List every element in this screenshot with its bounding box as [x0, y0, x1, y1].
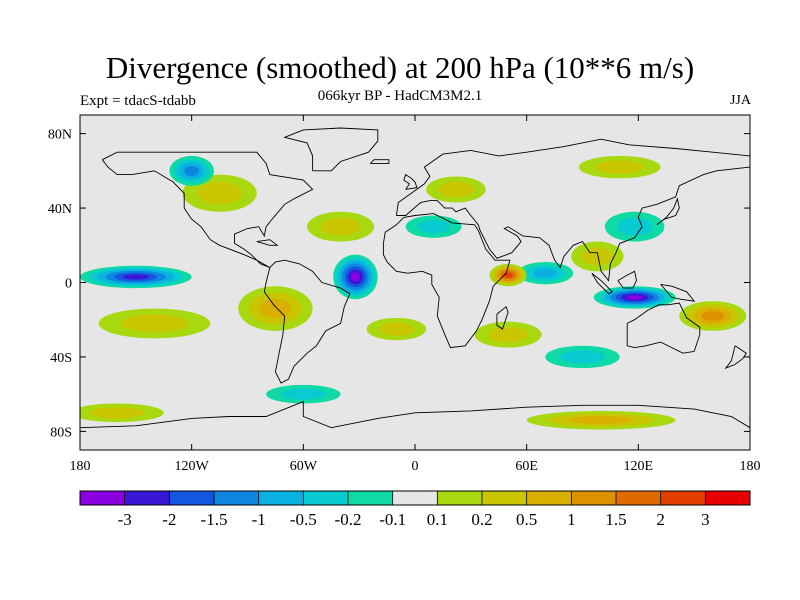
- colorbar-label: 3: [701, 510, 710, 529]
- y-axis: 80N 40N 0 40S 80S: [48, 128, 750, 440]
- colorbar-swatch: [169, 491, 215, 505]
- chart-subtitle: 066kyr BP - HadCM3M2.1: [317, 88, 483, 104]
- coastline-eurasia: [395, 138, 750, 282]
- coastline-japan: [656, 197, 680, 226]
- divergence-field: [80, 155, 747, 430]
- x-tick-label: 180: [740, 459, 761, 474]
- field-negative-atlantic-level-0: [350, 272, 360, 282]
- colorbar-frame: [79, 490, 751, 506]
- colorbar-label: -2: [162, 510, 176, 529]
- colorbar-swatch: [705, 491, 751, 505]
- colorbar-swatch: [571, 491, 617, 505]
- field-negative-pacific-east-level-1: [122, 274, 149, 280]
- coastline-borneo: [617, 270, 637, 289]
- coastline-new-guinea: [660, 283, 696, 302]
- field-positive-south-atlantic-level-9: [378, 322, 415, 336]
- coastline-uk: [403, 173, 418, 190]
- colorbar-swatch: [258, 491, 304, 505]
- coastline-antarctica: [80, 400, 750, 429]
- colorbar-swatch: [348, 491, 393, 505]
- field-negative-mediterranean-level-5: [416, 219, 451, 234]
- field-positive-antarctic-coast-level-10: [569, 416, 634, 425]
- y-tick-label: 40S: [50, 351, 72, 366]
- chart-title: Divergence (smoothed) at 200 hPa (10**6 …: [105, 50, 695, 85]
- colorbar-label: -0.5: [290, 510, 317, 529]
- y-tick-label: 0: [65, 277, 72, 292]
- field-positive-australia-east-level-11: [701, 311, 724, 321]
- field-positive-s-indian-level-9: [487, 326, 529, 343]
- experiment-label: Expt = tdacS-tdabb: [80, 93, 196, 109]
- field-positive-india-level-9: [581, 247, 613, 266]
- colorbar: -3 -2 -1.5 -1 -0.5 -0.2 -0.1 0.1 0.2 0.5 1 1.5 2 3: [79, 490, 751, 529]
- colorbar-swatch: [526, 491, 572, 505]
- coastline-africa: [382, 213, 511, 349]
- y-tick-label: 80N: [48, 128, 72, 143]
- colorbar-swatch: [80, 491, 125, 505]
- field-negative-indian-level-4: [533, 268, 558, 278]
- field-positive-pacific-south-level-9: [120, 314, 188, 333]
- colorbar-label: 1: [567, 510, 576, 529]
- colorbar-label: 1.5: [605, 510, 626, 529]
- colorbar-swatch: [303, 491, 349, 505]
- y-tick-label: 80S: [50, 425, 72, 440]
- colorbar-swatch: [616, 491, 661, 505]
- colorbar-label: 2: [656, 510, 665, 529]
- x-tick-label: 0: [412, 459, 419, 474]
- colorbar-label: -1: [252, 510, 266, 529]
- x-tick-label: 60W: [290, 459, 318, 474]
- colorbar-swatch: [482, 491, 527, 505]
- coastline-cuba: [256, 239, 279, 246]
- coastline-new-zealand: [724, 345, 747, 370]
- coastline-sumatra: [591, 272, 614, 295]
- field-positive-siberia-level-9: [595, 160, 645, 174]
- colorbar-swatch: [660, 491, 706, 505]
- y-tick-label: 40N: [48, 202, 72, 217]
- field-positive-africa-east-level-13: [503, 272, 513, 278]
- x-axis: 180 120W 60W 0 60E 120E 180: [70, 115, 761, 474]
- coastline-south-america: [263, 259, 351, 384]
- colorbar-swatch: [437, 491, 483, 505]
- x-tick-label: 120E: [624, 459, 654, 474]
- colorbar-swatch: [392, 491, 438, 505]
- colorbar-label: 0.2: [471, 510, 492, 529]
- field-positive-southern-pacific-level-9: [89, 407, 146, 419]
- field-negative-maritime-level-0: [626, 295, 643, 300]
- x-tick-label: 180: [70, 459, 91, 474]
- field-negative-s-indian-level-5: [560, 350, 605, 364]
- field-negative-nw-america-level-3: [184, 165, 200, 176]
- colorbar-label: 0.1: [427, 510, 448, 529]
- coastline-australia: [626, 302, 701, 354]
- field-positive-namerica-level-9: [197, 181, 242, 205]
- coastline-greenland: [283, 127, 379, 172]
- field-positive-atlantic-n-level-9: [320, 217, 361, 236]
- x-tick-label: 120W: [175, 459, 210, 474]
- coastline-icon: [80, 127, 750, 429]
- colorbar-swatch: [124, 491, 170, 505]
- colorbar-label: -0.2: [335, 510, 362, 529]
- colorbar-label: -0.1: [379, 510, 406, 529]
- coastline-north-america: [101, 151, 314, 269]
- field-negative-south-ocean-level-5: [281, 388, 326, 400]
- colorbar-label: 0.5: [516, 510, 537, 529]
- field-positive-europe-level-9: [438, 181, 474, 198]
- colorbar-label: -1.5: [201, 510, 228, 529]
- season-label: JJA: [729, 93, 751, 108]
- x-tick-label: 60E: [515, 459, 538, 474]
- coastline-madagascar: [496, 305, 509, 330]
- field-negative-china-level-5: [616, 217, 653, 236]
- field-positive-amazon-level-10: [259, 298, 292, 319]
- colorbar-label: -3: [118, 510, 132, 529]
- colorbar-swatch: [214, 491, 259, 505]
- coastline-iceland: [369, 159, 390, 164]
